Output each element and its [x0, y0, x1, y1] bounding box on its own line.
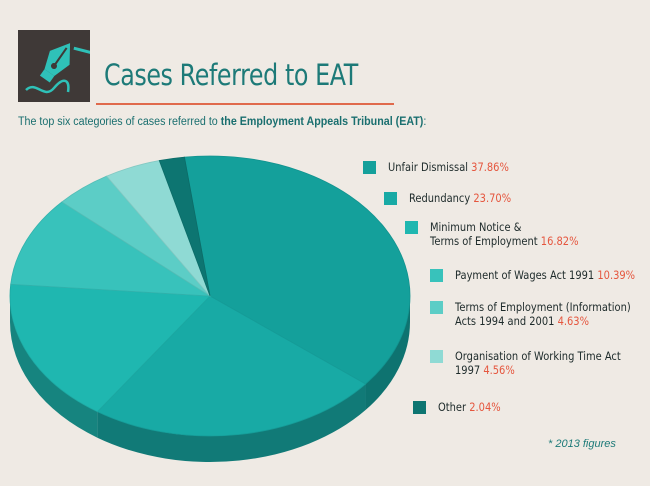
legend-swatch [430, 301, 443, 314]
pie-slice-redundancy [96, 295, 367, 437]
subtitle: The top six categories of cases referred… [18, 116, 426, 128]
pen-logo [18, 30, 91, 102]
pie-slice-side [9, 296, 98, 438]
legend-label: Redundancy [409, 191, 471, 205]
fountain-pen-nib-icon [25, 43, 91, 94]
legend-label-line2: Acts 1994 and 2001 [455, 314, 555, 328]
legend-swatch [384, 192, 397, 205]
legend-item-other: Other 2.04% [413, 400, 511, 414]
pie-slice-payment-of-wages-act-1991 [10, 201, 212, 297]
legend-item-minimum-notice: Minimum Notice & Terms of Employment 16.8… [405, 220, 603, 248]
pie-slice-side [365, 296, 410, 411]
legend-item-terms-of-employment-info: Terms of Employment (Information) Acts 19… [430, 300, 650, 328]
legend-swatch [430, 350, 443, 363]
page-title: Cases Referred to EAT [104, 58, 358, 92]
legend-value: 37.86% [471, 160, 509, 174]
pie-slice-minimum-notice-terms-of-employment [9, 283, 211, 413]
legend-item-unfair-dismissal: Unfair Dismissal 37.86% [363, 160, 529, 174]
legend-value: 2.04% [469, 400, 501, 414]
legend-label: Terms of Employment (Information) [455, 300, 631, 314]
subtitle-prefix: The top six categories of cases referred… [18, 116, 218, 128]
legend-swatch [430, 269, 443, 282]
legend-label-line2: Terms of Employment [430, 234, 538, 248]
legend-label: Payment of Wages Act 1991 [455, 268, 595, 282]
subtitle-suffix: : [423, 116, 427, 128]
legend-label-line2: 1997 [455, 363, 481, 377]
pie-slice-other [158, 156, 211, 297]
legend-swatch [413, 401, 426, 414]
legend-value: 16.82% [540, 234, 579, 248]
pie-slice-side [97, 384, 366, 462]
legend-value: 10.39% [597, 268, 636, 282]
pie-slice-unfair-dismissal [183, 155, 411, 385]
legend-item-payment-of-wages: Payment of Wages Act 1991 10.39% [430, 268, 650, 282]
legend-value: 23.70% [473, 191, 512, 205]
legend-label: Other [438, 400, 467, 414]
legend-value: 4.56% [483, 363, 515, 377]
footnote: * 2013 figures [548, 438, 616, 450]
legend-label: Minimum Notice & [430, 220, 522, 234]
legend-item-redundancy: Redundancy 23.70% [384, 191, 528, 205]
legend-value: 4.63% [557, 314, 590, 328]
legend-swatch [405, 221, 418, 234]
title-underline [96, 103, 394, 105]
subtitle-bold: the Employment Appeals Tribunal (EAT) [220, 116, 424, 128]
legend-label: Unfair Dismissal [388, 160, 469, 174]
legend-label: Organisation of Working Time Act [455, 349, 621, 363]
legend-swatch [363, 161, 376, 174]
legend-item-working-time-act: Organisation of Working Time Act 1997 4.5… [430, 349, 648, 377]
